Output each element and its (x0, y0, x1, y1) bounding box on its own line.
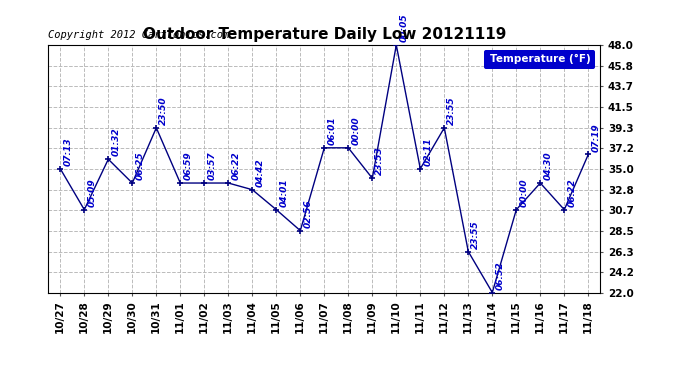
Text: 02:11: 02:11 (423, 137, 432, 166)
Text: 23:53: 23:53 (375, 147, 384, 176)
Text: 05:09: 05:09 (87, 178, 96, 207)
Text: Copyright 2012 Cartronics.com: Copyright 2012 Cartronics.com (48, 30, 230, 40)
Text: 06:52: 06:52 (495, 261, 504, 290)
Text: 04:01: 04:01 (279, 178, 288, 207)
Text: 06:01: 06:01 (327, 116, 336, 145)
Text: 00:00: 00:00 (519, 178, 528, 207)
Text: 03:57: 03:57 (207, 152, 216, 180)
Text: 23:50: 23:50 (159, 96, 168, 125)
Text: 04:30: 04:30 (543, 152, 552, 180)
Text: 06:22: 06:22 (567, 178, 576, 207)
Text: 04:42: 04:42 (255, 158, 264, 187)
Legend: Temperature (°F): Temperature (°F) (484, 50, 595, 69)
Title: Outdoor Temperature Daily Low 20121119: Outdoor Temperature Daily Low 20121119 (143, 27, 506, 42)
Text: 23:55: 23:55 (447, 96, 456, 125)
Text: 06:25: 06:25 (135, 152, 144, 180)
Text: 00:00: 00:00 (351, 116, 360, 145)
Text: 23:55: 23:55 (471, 220, 480, 249)
Text: 02:56: 02:56 (303, 199, 312, 228)
Text: 06:59: 06:59 (183, 152, 193, 180)
Text: 07:19: 07:19 (591, 123, 600, 152)
Text: 01:32: 01:32 (111, 128, 120, 156)
Text: 06:22: 06:22 (231, 152, 240, 180)
Text: 07:13: 07:13 (63, 137, 72, 166)
Text: 00:05: 00:05 (400, 13, 408, 42)
